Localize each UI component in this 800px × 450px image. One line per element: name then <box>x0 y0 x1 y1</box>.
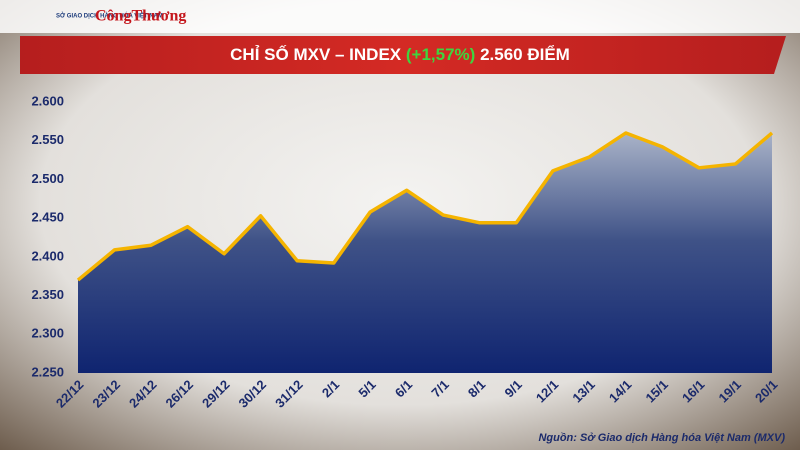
line <box>76 131 774 282</box>
y-tick-label: 2.500 <box>31 171 64 186</box>
logo-right: CôngThương <box>95 8 186 25</box>
title-band <box>20 36 786 74</box>
y-tick-label: 2.250 <box>31 364 64 379</box>
source: Nguồn: Sở Giao dịch Hàng hóa Việt Nam (M… <box>538 432 785 444</box>
logo-left: SỞ GIAO DỊCH HÀNG HÓA VIỆT NAM <box>56 12 163 20</box>
y-tick-label: 2.550 <box>31 132 64 147</box>
title-value: 2.560 ĐIỂM <box>480 45 570 64</box>
logo-strip <box>0 0 800 33</box>
area <box>78 132 772 373</box>
title-main: CHỈ SỐ MXV – INDEX <box>230 44 402 64</box>
y-tick-label: 2.450 <box>31 210 64 225</box>
chart-title: CHỈ SỐ MXV – INDEX (+1,57%) 2.560 ĐIỂM <box>230 44 570 64</box>
y-tick-label: 2.300 <box>31 326 64 341</box>
y-tick-label: 2.400 <box>31 248 64 263</box>
y-tick-label: 2.600 <box>31 93 64 108</box>
y-tick-label: 2.350 <box>31 287 64 302</box>
title-change: (+1,57%) <box>406 45 475 64</box>
